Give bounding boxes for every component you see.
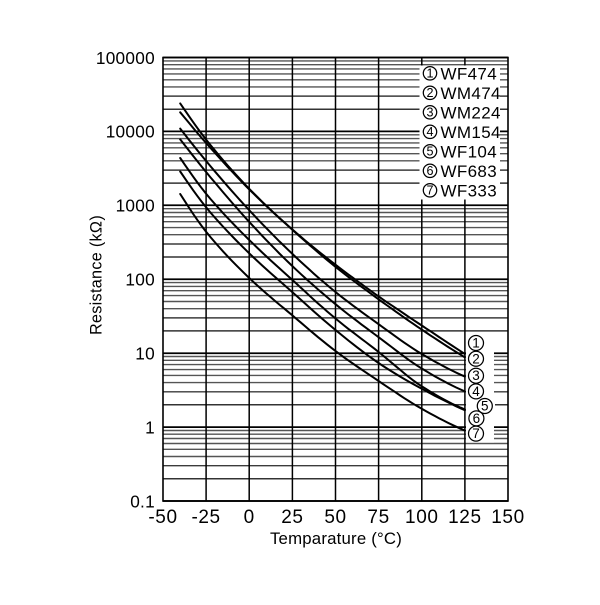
svg-text:150: 150 <box>491 507 525 528</box>
svg-text:10: 10 <box>135 344 155 364</box>
svg-text:-25: -25 <box>191 507 220 528</box>
svg-text:2: 2 <box>472 351 480 366</box>
svg-text:0.1: 0.1 <box>130 491 155 511</box>
svg-text:125: 125 <box>448 507 482 528</box>
svg-text:3: 3 <box>426 106 433 120</box>
svg-text:1: 1 <box>472 336 480 351</box>
svg-text:7: 7 <box>472 426 480 441</box>
svg-text:6: 6 <box>473 411 481 426</box>
svg-text:100: 100 <box>405 507 439 528</box>
svg-text:3: 3 <box>472 368 480 383</box>
svg-text:1000: 1000 <box>116 196 155 216</box>
svg-text:WF474: WF474 <box>441 64 498 83</box>
svg-text:WF683: WF683 <box>441 162 498 181</box>
svg-text:-50: -50 <box>148 507 177 528</box>
svg-text:100: 100 <box>125 270 155 290</box>
svg-text:75: 75 <box>367 507 389 528</box>
svg-text:2: 2 <box>426 86 433 100</box>
svg-text:5: 5 <box>426 145 433 159</box>
svg-text:1: 1 <box>426 67 433 81</box>
svg-text:50: 50 <box>324 507 346 528</box>
svg-text:0: 0 <box>244 507 255 528</box>
svg-text:WM474: WM474 <box>441 84 501 103</box>
svg-text:4: 4 <box>426 125 433 139</box>
svg-text:25: 25 <box>281 507 303 528</box>
svg-text:1: 1 <box>145 417 155 437</box>
svg-text:WM154: WM154 <box>441 123 501 142</box>
svg-text:7: 7 <box>426 184 433 198</box>
svg-text:Resistance (kΩ): Resistance (kΩ) <box>87 215 105 335</box>
svg-text:Temparature (°C): Temparature (°C) <box>270 529 402 548</box>
svg-text:WF333: WF333 <box>441 181 498 200</box>
svg-text:4: 4 <box>472 384 480 399</box>
svg-text:100000: 100000 <box>96 48 155 68</box>
svg-text:WF104: WF104 <box>441 142 498 161</box>
svg-text:10000: 10000 <box>106 122 155 142</box>
svg-text:WM224: WM224 <box>441 103 501 122</box>
svg-text:5: 5 <box>481 399 489 414</box>
svg-text:6: 6 <box>426 164 433 178</box>
